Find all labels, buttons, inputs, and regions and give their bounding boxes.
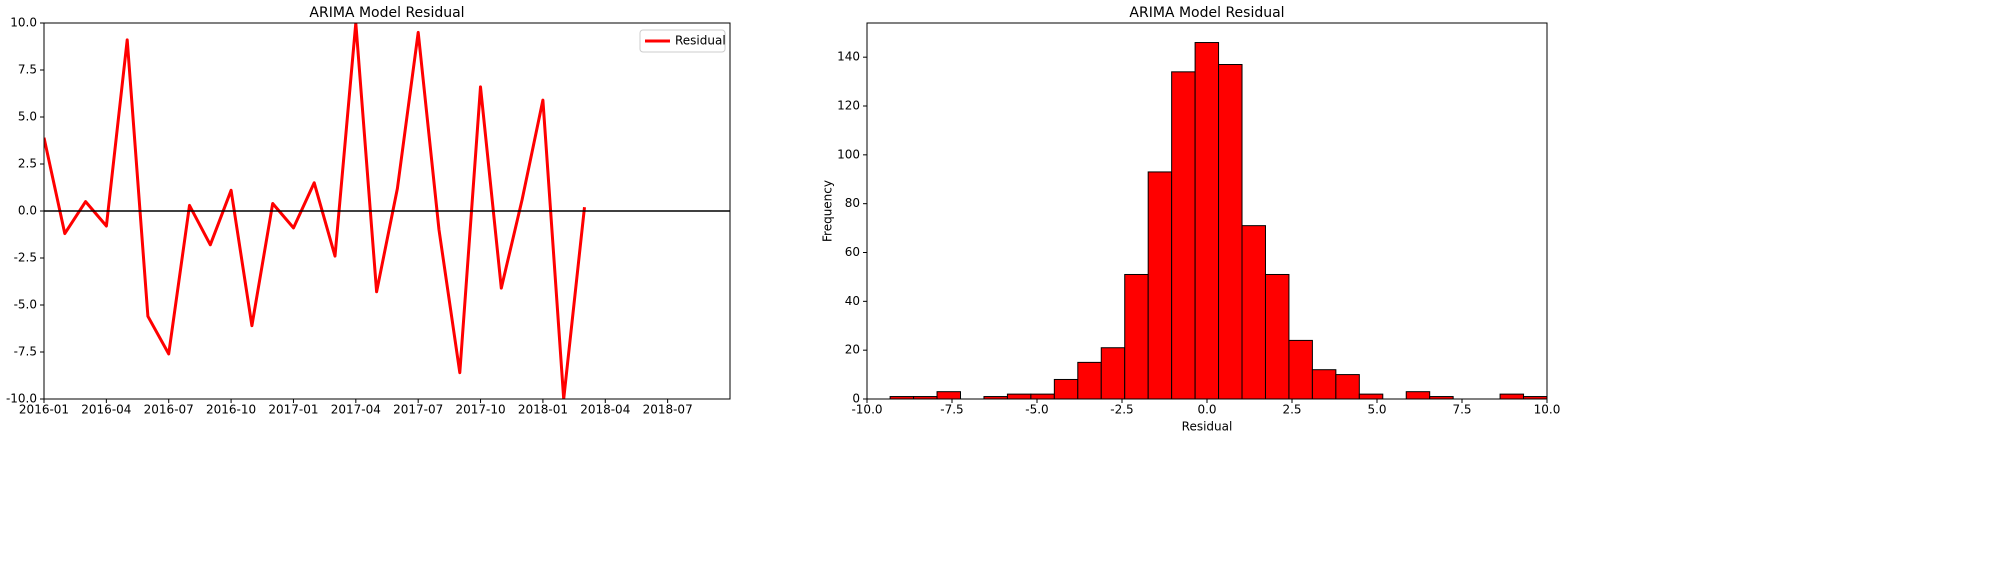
x-tick-label: -2.5 <box>1110 403 1133 417</box>
residual-line <box>44 23 586 399</box>
x-tick-label: -5.0 <box>1025 403 1048 417</box>
x-tick-label: -7.5 <box>940 403 963 417</box>
x-tick-label: 2016-01 <box>19 403 69 417</box>
histogram-bar <box>1405 391 1431 400</box>
y-tick-label: 40 <box>845 294 860 308</box>
y-tick-label: 140 <box>837 50 860 64</box>
x-tick-label: 2016-04 <box>81 403 131 417</box>
histogram-bar <box>1006 393 1032 400</box>
x-tick-label: 10.0 <box>1534 403 1561 417</box>
histogram-bar <box>936 391 961 400</box>
histogram-bar <box>1100 347 1126 400</box>
chart-title: ARIMA Model Residual <box>1129 5 1284 21</box>
histogram-bar <box>1311 369 1337 400</box>
y-tick-label: 80 <box>845 196 860 210</box>
y-tick-label: 100 <box>837 147 860 161</box>
histogram-bar <box>1171 71 1196 400</box>
y-tick-label: 60 <box>845 245 860 259</box>
histogram-bar <box>1124 273 1149 400</box>
x-tick-label: 7.5 <box>1452 403 1471 417</box>
y-tick-label: 5.0 <box>18 110 37 124</box>
y-tick-label: 120 <box>837 99 860 113</box>
x-tick-label: 2016-10 <box>206 403 256 417</box>
histogram-bar <box>1147 171 1173 400</box>
histogram-bar <box>1499 393 1525 400</box>
y-tick-label: 0 <box>852 392 860 406</box>
y-tick-label: -7.5 <box>14 345 37 359</box>
histogram-bar <box>1194 42 1220 400</box>
axes-frame <box>43 22 731 400</box>
x-axis-label: Residual <box>1182 420 1233 434</box>
y-tick-label: -10.0 <box>6 392 37 406</box>
histogram-bar <box>1077 361 1102 400</box>
histogram-bar <box>1053 378 1079 400</box>
histogram-bar <box>1288 339 1313 400</box>
histogram-bar <box>1030 393 1055 400</box>
plot-area <box>44 23 586 399</box>
x-tick-label: 2016-07 <box>144 403 194 417</box>
histogram-bar <box>1358 393 1384 400</box>
x-tick-label: 2017-07 <box>393 403 443 417</box>
legend-box <box>639 29 726 53</box>
y-axis-label: Frequency <box>821 180 835 242</box>
y-tick-label: 0.0 <box>18 204 37 218</box>
y-tick-label: -5.0 <box>14 298 37 312</box>
histogram-bar <box>1335 374 1360 400</box>
x-tick-label: -10.0 <box>851 403 882 417</box>
y-tick-label: 7.5 <box>18 63 37 77</box>
histogram-bar <box>1218 64 1243 400</box>
histogram-bar <box>1264 273 1290 400</box>
x-tick-label: 2018-04 <box>580 403 630 417</box>
y-tick-label: -2.5 <box>14 251 37 265</box>
y-tick-label: 2.5 <box>18 157 37 171</box>
x-tick-label: 2.5 <box>1282 403 1301 417</box>
x-tick-label: 2018-01 <box>518 403 568 417</box>
x-tick-label: 5.0 <box>1367 403 1386 417</box>
histogram-bar <box>1241 225 1266 400</box>
x-tick-label: 2018-07 <box>643 403 693 417</box>
y-tick-label: 10.0 <box>10 16 37 30</box>
x-tick-label: 2017-01 <box>268 403 318 417</box>
y-tick-label: 20 <box>845 343 860 357</box>
chart-title: ARIMA Model Residual <box>309 5 464 21</box>
x-tick-label: 2017-04 <box>331 403 381 417</box>
x-tick-label: 0.0 <box>1197 403 1216 417</box>
legend-label: Residual <box>675 34 726 48</box>
axes-frame <box>866 22 1548 400</box>
x-tick-label: 2017-10 <box>455 403 505 417</box>
